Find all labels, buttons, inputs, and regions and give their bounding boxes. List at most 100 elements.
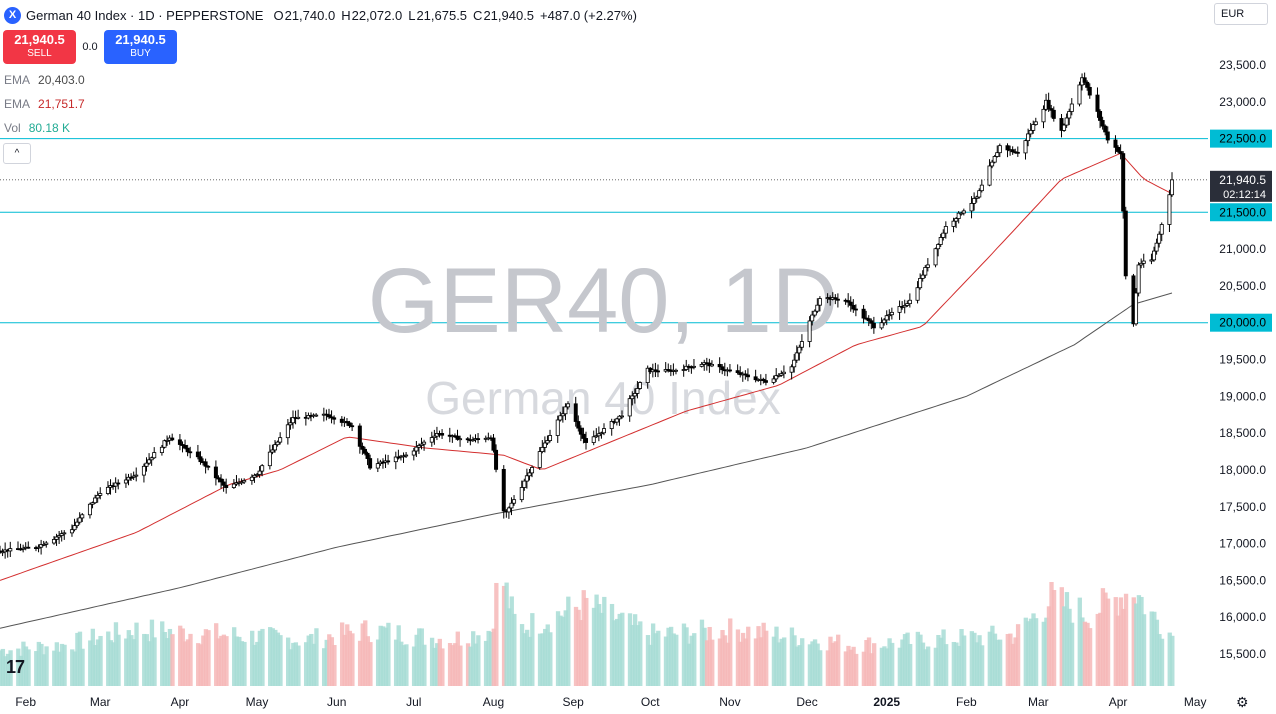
volume-bar bbox=[635, 625, 640, 686]
volume-bar bbox=[807, 644, 813, 686]
price-tick-label: 23,000.0 bbox=[1219, 95, 1266, 109]
volume-bar bbox=[887, 638, 892, 686]
volume-bar bbox=[75, 632, 80, 686]
time-tick-label: Nov bbox=[719, 695, 740, 709]
candle-body bbox=[1139, 262, 1144, 266]
volume-bar bbox=[1103, 592, 1108, 686]
candle-body bbox=[578, 427, 583, 435]
time-axis-bg bbox=[0, 688, 1208, 714]
price-tick-label: 19,000.0 bbox=[1219, 389, 1266, 403]
volume-bar bbox=[465, 643, 471, 686]
volume-bar bbox=[250, 630, 255, 686]
volume-bar bbox=[974, 642, 980, 686]
candle-body bbox=[630, 395, 635, 400]
volume-bar bbox=[869, 653, 874, 686]
candle-body bbox=[1113, 139, 1118, 148]
candle-body bbox=[1062, 124, 1067, 131]
candle-body bbox=[0, 551, 5, 554]
ohlc-low: L21,675.5 bbox=[408, 7, 468, 23]
candle-body bbox=[113, 482, 118, 487]
indicator-ema-long[interactable]: EMA 20,403.0 bbox=[4, 73, 85, 87]
volume-bar bbox=[540, 633, 545, 686]
candle-body bbox=[476, 438, 481, 441]
volume-bar bbox=[224, 636, 229, 686]
volume-bar bbox=[378, 625, 383, 686]
volume-bar bbox=[278, 635, 283, 686]
volume-bar bbox=[756, 626, 761, 686]
volume-bar bbox=[920, 642, 926, 686]
candle-body bbox=[846, 300, 851, 303]
candle-body bbox=[347, 422, 352, 427]
volume-bar bbox=[758, 637, 764, 686]
volume-bar bbox=[938, 637, 944, 686]
volume-bar bbox=[614, 618, 620, 686]
gear-icon[interactable]: ⚙ bbox=[1236, 694, 1249, 710]
volume-bar bbox=[897, 647, 903, 686]
tradingview-logo-icon[interactable]: 17 bbox=[6, 657, 25, 677]
volume-bar bbox=[1026, 621, 1031, 686]
volume-bar bbox=[789, 627, 795, 686]
volume-bar bbox=[545, 624, 550, 686]
candles bbox=[0, 72, 1175, 559]
volume-bar bbox=[401, 645, 406, 686]
volume-bar bbox=[411, 646, 417, 686]
candle-body bbox=[1085, 81, 1090, 88]
volume-bar bbox=[309, 633, 314, 686]
candle-body bbox=[609, 421, 614, 429]
volume-bar bbox=[23, 646, 29, 686]
volume-bar bbox=[216, 638, 221, 686]
candle-body bbox=[918, 278, 923, 289]
volume-bar bbox=[504, 582, 509, 686]
volume-bar bbox=[21, 641, 26, 686]
candle-body bbox=[95, 494, 100, 499]
symbol-title[interactable]: German 40 Index · 1D · PEPPERSTONE bbox=[26, 7, 264, 23]
symbol-logo-icon[interactable]: X bbox=[4, 6, 21, 24]
candle-body bbox=[219, 478, 224, 483]
candle-body bbox=[1069, 103, 1074, 112]
indicator-volume[interactable]: Vol 80.18 K bbox=[4, 121, 71, 135]
candle-body bbox=[560, 413, 565, 417]
indicator-ema-short[interactable]: EMA 21,751.7 bbox=[4, 97, 85, 111]
volume-bar bbox=[360, 623, 365, 686]
volume-bar bbox=[507, 608, 512, 686]
volume-bar bbox=[396, 625, 401, 686]
volume-bar bbox=[1116, 615, 1121, 686]
candle-body bbox=[1015, 151, 1020, 154]
volume-bar bbox=[951, 641, 957, 686]
candle-body bbox=[90, 502, 95, 505]
volume-bar bbox=[286, 637, 291, 686]
candle-body bbox=[789, 366, 794, 373]
candle-body bbox=[987, 165, 992, 186]
candle-body bbox=[141, 465, 146, 476]
candle-body bbox=[581, 433, 586, 439]
candle-body bbox=[763, 380, 768, 383]
buy-button[interactable]: 21,940.5 BUY bbox=[104, 30, 177, 64]
candle-body bbox=[350, 425, 355, 428]
volume-bar bbox=[124, 638, 129, 686]
candle-body bbox=[990, 161, 995, 167]
volume-bar bbox=[3, 656, 8, 686]
volume-bar bbox=[854, 653, 859, 686]
candle-body bbox=[923, 267, 928, 276]
candle-body bbox=[905, 303, 910, 306]
candle-body bbox=[961, 210, 966, 214]
candle-body bbox=[1167, 194, 1172, 225]
volume-bar bbox=[707, 626, 712, 686]
volume-bar bbox=[275, 632, 281, 686]
candle-body bbox=[627, 398, 632, 417]
time-tick-label: Mar bbox=[1028, 695, 1049, 709]
volume-bar bbox=[142, 633, 147, 686]
volume-bar bbox=[1131, 597, 1136, 686]
collapse-indicators-button[interactable]: ^ bbox=[3, 143, 31, 164]
volume-bar bbox=[653, 633, 658, 686]
volume-bar bbox=[365, 636, 371, 686]
price-tick-label: 23,500.0 bbox=[1219, 58, 1266, 72]
candle-body bbox=[853, 308, 858, 311]
sell-button[interactable]: 21,940.5 SELL bbox=[3, 30, 76, 64]
currency-selector[interactable]: EUR bbox=[1214, 3, 1268, 25]
volume-bar bbox=[219, 635, 224, 686]
volume-bar bbox=[771, 636, 777, 686]
volume-bar bbox=[1123, 593, 1129, 686]
volume-bar bbox=[843, 651, 849, 686]
